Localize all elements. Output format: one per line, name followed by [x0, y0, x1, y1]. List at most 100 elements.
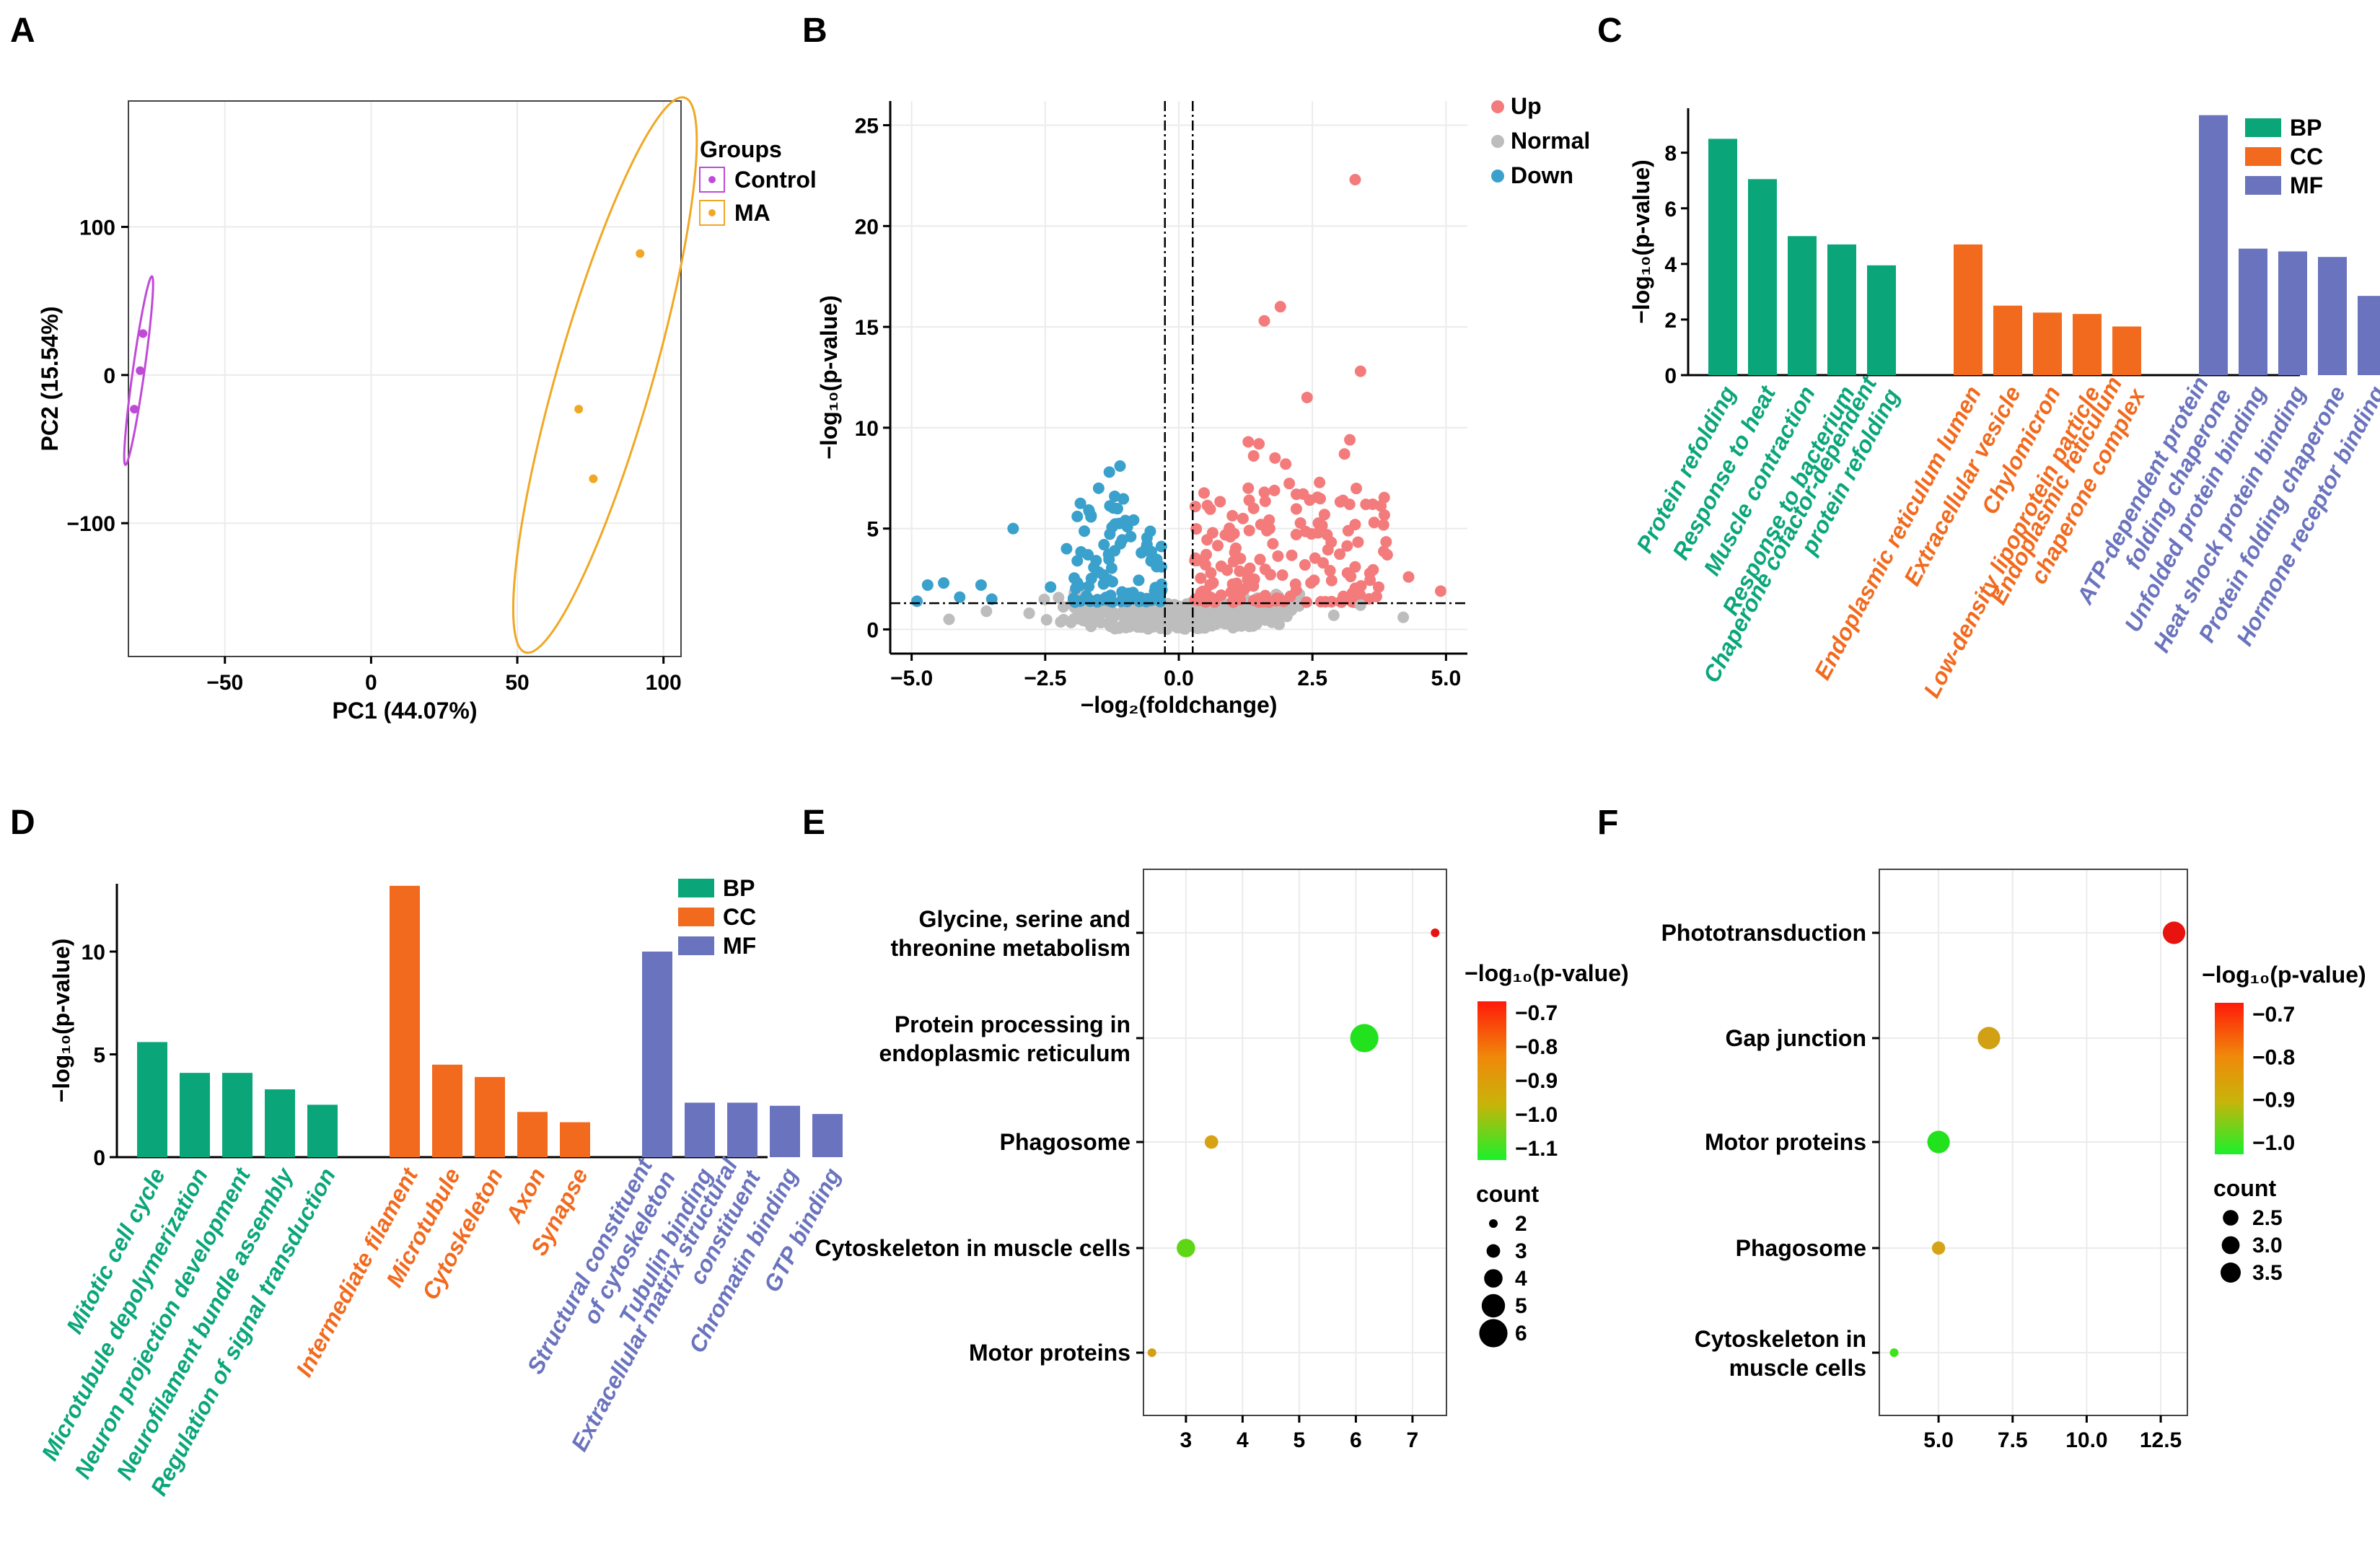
- point-up: [1258, 486, 1270, 499]
- pathway-dot: [1147, 1348, 1156, 1357]
- size-legend-dot: [1484, 1269, 1503, 1288]
- plot-border: [128, 100, 682, 657]
- x-tick-label: 5: [1294, 1428, 1306, 1452]
- bar-mf: [2358, 296, 2380, 375]
- point-ma: [636, 249, 645, 258]
- point-normal: [1085, 620, 1097, 633]
- point-down: [1145, 545, 1157, 558]
- point-up: [1201, 499, 1213, 511]
- y-tick-label: 4: [1664, 253, 1677, 277]
- point-down: [921, 579, 934, 591]
- point-up: [1360, 499, 1372, 511]
- y-axis-title: −log₁₀(p-value): [48, 939, 74, 1103]
- legend-dot: [708, 209, 716, 216]
- point-up: [1242, 436, 1255, 448]
- point-up: [1272, 550, 1284, 562]
- point-up: [1247, 450, 1260, 462]
- x-tick-label: 7: [1407, 1428, 1419, 1452]
- bar-bp: [137, 1042, 167, 1157]
- point-down: [954, 591, 966, 603]
- color-bar: [1477, 1001, 1506, 1160]
- point-ma: [589, 474, 598, 483]
- point-down: [1145, 555, 1157, 567]
- point-up: [1253, 438, 1265, 450]
- point-up: [1354, 365, 1366, 377]
- x-tick-label: 50: [505, 671, 529, 695]
- size-legend-dot: [2221, 1236, 2240, 1255]
- bar-mf: [727, 1102, 758, 1157]
- point-up: [1258, 596, 1270, 608]
- y-tick-label: 5: [93, 1044, 105, 1068]
- legend-key-bp: [678, 879, 714, 897]
- point-up: [1372, 581, 1384, 593]
- point-up: [1402, 571, 1415, 583]
- y-tick-label: −100: [66, 512, 115, 536]
- point-down: [1141, 532, 1153, 544]
- point-normal: [1190, 618, 1202, 630]
- point-down: [1083, 580, 1095, 592]
- size-legend-dot: [2221, 1262, 2241, 1283]
- legend-key-cc: [678, 908, 714, 926]
- pathway-label: Cytoskeleton in muscle cells: [815, 1235, 1131, 1261]
- point-normal: [1101, 607, 1113, 619]
- point-up: [1283, 478, 1296, 490]
- point-up: [1290, 529, 1302, 541]
- point-up: [1305, 576, 1317, 589]
- legend-key: [699, 200, 725, 226]
- point-up: [1381, 549, 1393, 561]
- size-legend-dot: [1481, 1294, 1506, 1318]
- size-legend-label: 6: [1515, 1322, 1527, 1345]
- point-up: [1349, 174, 1361, 186]
- pathway-dot: [1177, 1239, 1195, 1257]
- bar-cc: [432, 1064, 462, 1157]
- point-up: [1380, 536, 1392, 548]
- point-up: [1335, 596, 1347, 608]
- point-down: [1085, 509, 1097, 522]
- category-label: Neuron projection development: [69, 1163, 256, 1483]
- point-down: [1071, 555, 1084, 567]
- panel-letter-c: C: [1597, 12, 1622, 50]
- bar-bp: [1867, 265, 1896, 375]
- point-up: [1334, 548, 1346, 561]
- point-normal: [1211, 605, 1224, 618]
- y-tick-label: 10: [855, 417, 879, 441]
- color-tick-label: −1.0: [1515, 1103, 1558, 1127]
- x-tick-label: −50: [206, 671, 243, 695]
- point-up: [1290, 503, 1302, 515]
- point-up: [1229, 546, 1241, 558]
- y-tick-label: 20: [855, 215, 879, 239]
- point-up: [1214, 496, 1226, 508]
- pathway-label: Cytoskeleton in muscle cells: [1695, 1326, 1866, 1381]
- point-down: [1107, 502, 1120, 514]
- size-legend-title: count: [1476, 1181, 1539, 1207]
- point-down: [1092, 482, 1105, 494]
- panel-a: A −50 0 50 100 −100 0 100 PC1 (44.07%) PC2 (15.54…: [10, 12, 817, 724]
- point-up: [1363, 593, 1375, 605]
- legend-dot: [1491, 135, 1504, 148]
- panel-letter-a: A: [10, 12, 35, 50]
- legend-key-bp: [2245, 118, 2281, 137]
- point-down: [1082, 549, 1094, 561]
- point-up: [1334, 496, 1346, 508]
- panel-f: F 5.0 7.5 10.0 12.5 Phototransduction Gap junc…: [1597, 804, 2366, 1452]
- x-tick-label: 6: [1350, 1428, 1362, 1452]
- size-legend-dot: [1486, 1244, 1501, 1258]
- point-up: [1290, 488, 1302, 501]
- point-up: [1294, 517, 1307, 529]
- point-down: [1092, 566, 1105, 579]
- pathway-label: Motor proteins: [969, 1340, 1130, 1366]
- bar-cc: [517, 1112, 548, 1157]
- point-up: [1349, 561, 1361, 573]
- pathway-label-line: Gap junction: [1725, 1025, 1866, 1051]
- y-tick-label: 10: [82, 941, 105, 965]
- point-down: [1061, 543, 1073, 555]
- point-up: [1354, 589, 1366, 601]
- point-normal: [1243, 612, 1255, 624]
- x-tick-label: 12.5: [2140, 1428, 2182, 1452]
- size-legend-label: 2: [1515, 1212, 1527, 1236]
- bar-cc: [2033, 312, 2062, 375]
- point-up: [1190, 552, 1202, 564]
- point-down: [1154, 590, 1167, 602]
- point-up: [1289, 578, 1301, 590]
- bar-cc: [560, 1122, 590, 1157]
